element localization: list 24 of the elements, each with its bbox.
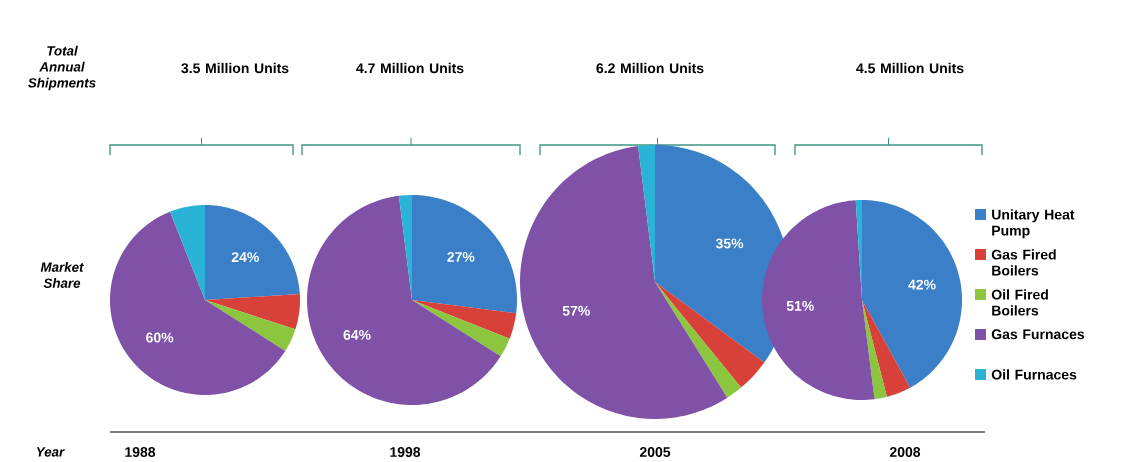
legend-label: Gas Furnaces [991, 329, 1085, 340]
data-label: 57% [562, 305, 590, 316]
legend-label: Unitary Heat Pump [992, 209, 1075, 239]
data-label: 35% [715, 238, 744, 249]
text: Market Share [40, 262, 84, 288]
text: 1988 [125, 447, 156, 457]
data-label: 27% [447, 252, 475, 262]
text: Total Annual Shipments [28, 45, 96, 91]
chart-title: 6.2 Million Units [596, 62, 704, 74]
legend-label: Oil Fired Boilers [991, 289, 1048, 316]
data-label: 42% [908, 279, 936, 290]
text: Year [36, 447, 65, 457]
data-label: 60% [146, 332, 174, 343]
data-label: 51% [786, 300, 814, 311]
legend-label: Gas Fired Boilers [991, 249, 1056, 276]
legend-label: Oil Furnaces [991, 369, 1077, 380]
text: 1998 [390, 447, 421, 457]
data-label: 64% [343, 329, 371, 340]
chart-title: 4.5 Million Units [856, 62, 964, 74]
chart-title: 4.7 Million Units [356, 62, 464, 74]
text: 2005 [639, 447, 671, 457]
data-label: 24% [231, 252, 259, 262]
chart-title: 3.5 Million Units [181, 62, 289, 74]
text: 2008 [889, 447, 921, 457]
